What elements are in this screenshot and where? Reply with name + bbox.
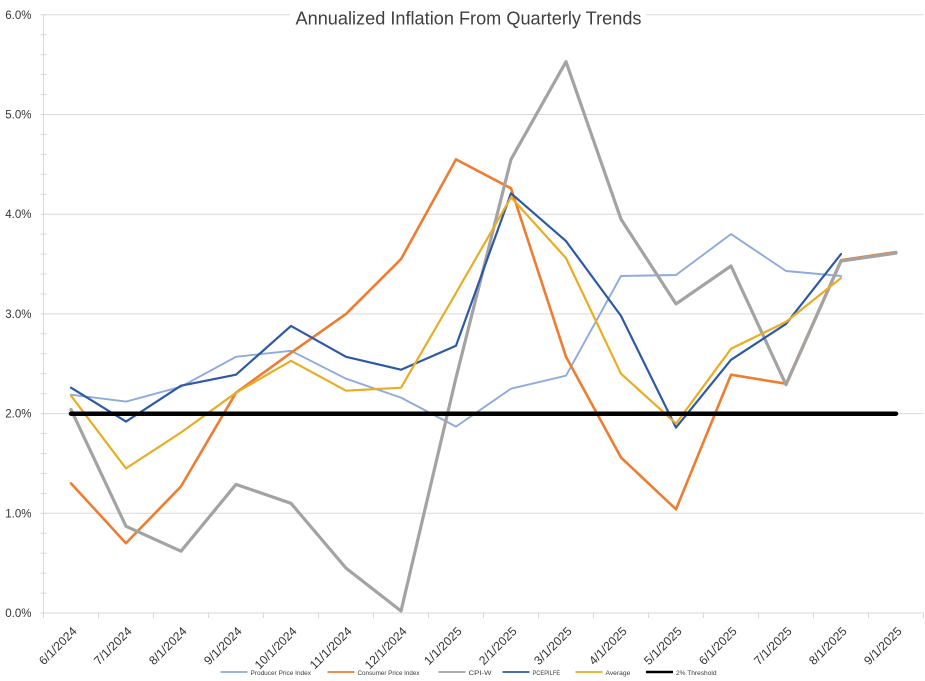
svg-text:7/1/2025: 7/1/2025 — [751, 624, 795, 668]
svg-text:6/1/2025: 6/1/2025 — [696, 624, 740, 668]
svg-text:5.0%: 5.0% — [5, 110, 31, 122]
svg-text:Average: Average — [606, 670, 631, 677]
svg-text:9/1/2024: 9/1/2024 — [201, 624, 245, 668]
svg-text:6.0%: 6.0% — [5, 10, 31, 22]
svg-text:1/1/2025: 1/1/2025 — [421, 624, 465, 668]
svg-text:6/1/2024: 6/1/2024 — [36, 624, 80, 668]
svg-text:8/1/2024: 8/1/2024 — [146, 624, 190, 668]
svg-text:12/1/2024: 12/1/2024 — [362, 624, 410, 672]
svg-text:2% Threshold: 2% Threshold — [676, 670, 717, 677]
svg-text:4.0%: 4.0% — [5, 209, 31, 221]
svg-text:CPI-W: CPI-W — [469, 670, 493, 677]
svg-text:4/1/2025: 4/1/2025 — [586, 624, 630, 668]
svg-text:9/1/2025: 9/1/2025 — [861, 624, 905, 668]
svg-text:3/1/2025: 3/1/2025 — [531, 624, 575, 668]
svg-text:3.0%: 3.0% — [5, 309, 31, 321]
svg-text:11/1/2024: 11/1/2024 — [307, 624, 355, 672]
svg-text:7/1/2024: 7/1/2024 — [91, 624, 135, 668]
svg-text:Producer Price Index: Producer Price Index — [251, 670, 312, 677]
svg-text:1.0%: 1.0% — [5, 508, 31, 520]
svg-text:Consumer Price Index: Consumer Price Index — [358, 670, 421, 677]
svg-text:0.0%: 0.0% — [5, 608, 31, 620]
svg-text:PCEPILFE: PCEPILFE — [533, 670, 561, 677]
svg-text:10/1/2024: 10/1/2024 — [252, 624, 300, 672]
svg-text:2/1/2025: 2/1/2025 — [476, 624, 520, 668]
svg-text:2.0%: 2.0% — [5, 409, 31, 421]
svg-text:8/1/2025: 8/1/2025 — [806, 624, 850, 668]
svg-text:Annualized Inflation From Quar: Annualized Inflation From Quarterly Tren… — [296, 8, 642, 29]
svg-text:5/1/2025: 5/1/2025 — [641, 624, 685, 668]
